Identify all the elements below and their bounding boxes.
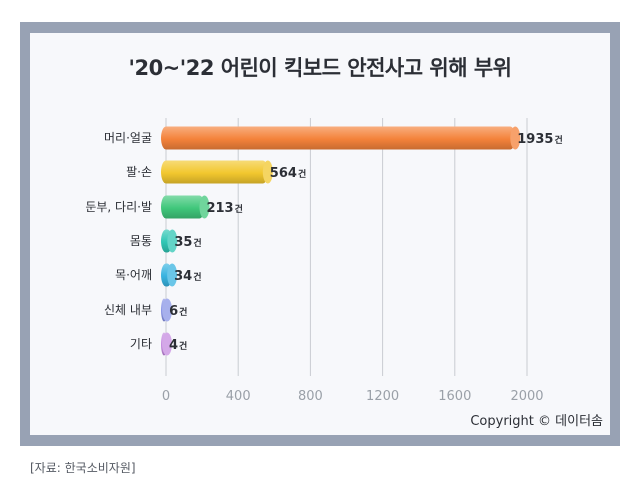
copyright-text: Copyright © 데이터솜 <box>470 414 603 429</box>
x-tick-label: 800 <box>298 389 323 404</box>
x-tick-label: 2000 <box>510 389 543 404</box>
x-tick-label: 1600 <box>438 389 471 404</box>
data-label: 1935건 <box>517 132 562 147</box>
chart-card <box>30 33 610 435</box>
bar-end-cap <box>167 263 178 287</box>
bar <box>161 195 205 219</box>
bar-end-cap <box>262 160 273 184</box>
category-label: 목·어깨 <box>115 268 152 282</box>
data-label: 213건 <box>206 201 242 216</box>
data-label: 564건 <box>270 166 306 181</box>
grid-lines <box>165 118 528 376</box>
data-label: 34건 <box>174 269 201 284</box>
x-axis-ticks: 0 400 800 1200 1600 2000 <box>162 389 544 404</box>
category-label: 팔·손 <box>126 165 152 179</box>
bar <box>161 126 516 150</box>
bar-end-cap <box>162 298 173 322</box>
bar-end-cap <box>162 332 172 356</box>
data-label: 4건 <box>169 338 187 353</box>
bar-end-cap <box>510 126 521 150</box>
category-label: 몸통 <box>130 234 152 248</box>
data-label: 6건 <box>169 304 187 319</box>
category-label: 둔부, 다리·발 <box>85 200 152 214</box>
source-caption: [자료: 한국소비자원] <box>30 461 136 475</box>
chart-title: '20~'22 어린이 킥보드 안전사고 위해 부위 <box>128 56 512 80</box>
data-label: 35건 <box>174 235 201 250</box>
x-tick-label: 400 <box>226 389 251 404</box>
value-labels: 1935건 564건 213건 35건 34건 6건 4건 <box>169 132 563 353</box>
category-label: 머리·얼굴 <box>104 131 152 145</box>
bar-end-cap <box>167 229 178 253</box>
category-label: 신체 내부 <box>104 303 152 317</box>
bar-end-cap <box>199 195 210 219</box>
x-tick-label: 1200 <box>366 389 399 404</box>
bar <box>161 160 268 184</box>
x-tick-label: 0 <box>162 389 170 404</box>
bars <box>161 126 521 356</box>
category-label: 기타 <box>130 337 152 351</box>
